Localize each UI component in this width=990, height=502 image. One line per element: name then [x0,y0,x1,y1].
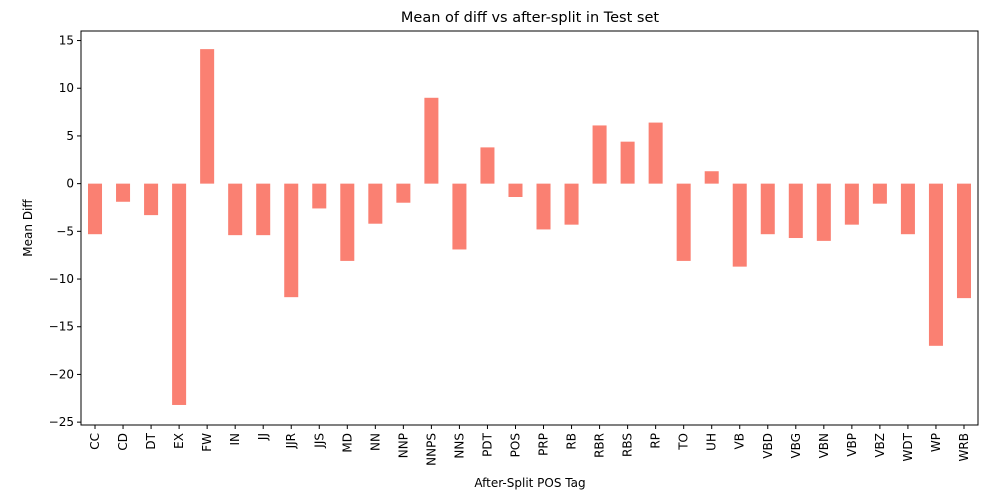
bar-prp [536,183,551,230]
x-tick-label: VBN [817,433,831,458]
y-tick-label: 0 [66,177,74,191]
y-tick-label: −10 [49,272,74,286]
bar-wp [928,183,943,346]
bar-fw [200,49,215,184]
x-tick-label: PRP [537,433,551,456]
x-tick-label: UH [705,433,719,451]
x-tick-label: PDT [480,432,494,456]
y-tick-label: −20 [49,367,74,381]
x-tick-label: DT [144,432,158,449]
bar-pdt [480,147,495,184]
bar-vbd [760,183,775,235]
x-tick-label: VB [733,433,747,449]
bar-vbg [788,183,803,239]
x-tick-label: IN [228,433,242,446]
x-axis-label: After-Split POS Tag [474,476,585,490]
bar-jj [256,183,271,236]
x-tick-label: NNS [452,433,466,459]
x-tick-label: FW [200,433,214,452]
bar-vbn [816,183,831,241]
bar-vbp [844,183,859,225]
y-tick-label: 5 [66,129,74,143]
x-tick-label: VBP [845,433,859,457]
bar-vb [732,183,747,267]
bar-rp [648,122,663,184]
x-tick-label: MD [340,433,354,453]
bar-rbs [620,141,635,184]
x-axis: CC CD DT EX FW IN JJ JJR JJS MD NN NNP NNPS NNS PDT POS… [88,425,971,466]
bar-vbz [872,183,887,204]
x-tick-label: WRB [957,433,971,461]
bar-cd [116,183,131,202]
bar-pos [508,183,523,197]
bar-uh [704,171,719,184]
bar-nns [452,183,467,250]
x-tick-label: VBZ [873,433,887,458]
x-tick-label: WP [929,433,943,452]
x-tick-label: EX [172,433,186,449]
bar-in [228,183,243,236]
bar-cc [88,183,103,235]
x-tick-label: JJS [312,433,326,449]
x-tick-label: RBS [621,433,635,457]
y-tick-label: −15 [49,320,74,334]
bar-md [340,183,355,261]
bar-ex [172,183,187,405]
bar-jjs [312,183,327,209]
x-tick-label: NN [368,433,382,451]
x-tick-label: TO [677,433,691,451]
y-tick-label: −5 [56,224,74,238]
x-tick-label: RB [565,433,579,450]
x-tick-label: VBD [761,433,775,459]
bar-rbr [592,125,607,184]
bar-wdt [900,183,915,235]
x-tick-label: RBR [593,433,607,458]
bar-rb [564,183,579,225]
bar-nnps [424,97,439,184]
x-tick-label: WDT [901,432,915,461]
x-tick-label: RP [649,433,663,449]
x-tick-label: NNP [396,433,410,458]
plot-frame [80,30,979,426]
bars-group [88,49,971,405]
chart-title: Mean of diff vs after-split in Test set [401,10,659,26]
bar-nnp [396,183,411,203]
bar-jjr [284,183,299,298]
x-tick-label: JJ [256,433,270,441]
bar-nn [368,183,383,224]
bar-wrb [956,183,971,299]
y-axis: 15 10 5 0 −5 −10 −15 −20 −25 [49,34,81,429]
y-tick-label: −25 [49,415,74,429]
x-tick-label: JJR [284,433,298,449]
bar-dt [144,183,159,216]
x-tick-label: NNPS [424,433,438,466]
x-tick-label: POS [508,433,522,457]
x-tick-label: CC [88,433,102,450]
y-tick-label: 15 [59,34,74,48]
x-tick-label: CD [116,433,130,451]
y-axis-label: Mean Diff [21,199,35,257]
y-tick-label: 10 [59,81,74,95]
x-tick-label: VBG [789,433,803,459]
bar-to [676,183,691,261]
